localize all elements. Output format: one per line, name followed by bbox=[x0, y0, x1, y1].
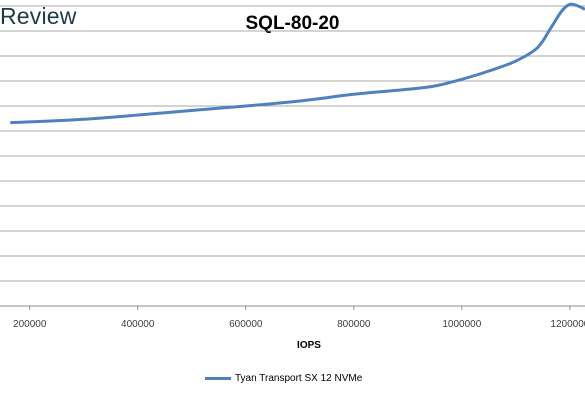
legend: Tyan Transport SX 12 NVMe bbox=[205, 373, 362, 384]
x-tick-label: 1200000 bbox=[550, 319, 585, 330]
x-axis-ticks: 200000 400000 600000 800000 1000000 1200000 bbox=[13, 306, 585, 330]
x-tick-label: 800000 bbox=[337, 319, 371, 330]
gridlines bbox=[0, 5, 585, 307]
x-axis-title: IOPS bbox=[297, 340, 321, 351]
x-tick-label: 400000 bbox=[121, 319, 155, 330]
brand-logo-text: Review bbox=[0, 3, 77, 29]
x-tick-label: 1000000 bbox=[442, 319, 481, 330]
series-lines bbox=[10, 2, 585, 125]
x-tick-label: 200000 bbox=[13, 319, 47, 330]
legend-label: Tyan Transport SX 12 NVMe bbox=[235, 373, 363, 384]
series-line bbox=[10, 2, 585, 125]
x-tick-label: 600000 bbox=[229, 319, 263, 330]
legend-swatch bbox=[205, 377, 231, 380]
chart-title: SQL-80-20 bbox=[245, 13, 340, 34]
